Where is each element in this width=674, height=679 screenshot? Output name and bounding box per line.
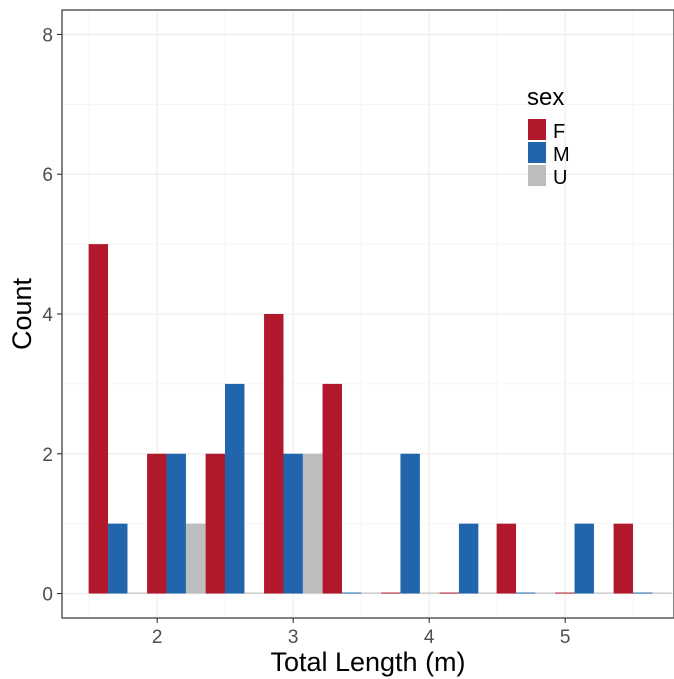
- bar-m: [166, 453, 186, 594]
- bar-f: [205, 453, 226, 594]
- bar-u: [478, 592, 498, 594]
- legend-label-u: U: [553, 167, 567, 189]
- bar-f: [264, 314, 284, 594]
- bars: [88, 244, 672, 594]
- axis-tick-labels: 0 2 4 6 8 2 3 4 5: [42, 25, 570, 648]
- y-tick-label: 8: [42, 25, 53, 46]
- axis-ticks: [57, 33, 566, 623]
- bar-f: [147, 453, 167, 594]
- x-tick-label: 4: [424, 627, 435, 648]
- legend-key-f: [528, 119, 546, 140]
- y-tick-label: 6: [42, 165, 53, 186]
- y-tick-label: 0: [42, 585, 53, 606]
- bar-m: [633, 592, 653, 594]
- bar-f: [555, 592, 575, 594]
- bar-u: [127, 592, 147, 594]
- bar-f: [496, 523, 517, 594]
- bar-m: [574, 523, 594, 594]
- legend-key-u: [528, 165, 546, 186]
- bar-m: [283, 453, 303, 594]
- y-tick-label: 2: [42, 445, 53, 466]
- y-tick-label: 4: [42, 305, 53, 326]
- bar-f: [613, 523, 634, 594]
- bar-u: [593, 592, 614, 594]
- legend: sex F M U: [527, 84, 570, 189]
- bar-u: [302, 453, 323, 594]
- y-axis-title: Count: [7, 277, 37, 350]
- x-tick-label: 3: [288, 627, 299, 648]
- bar-m: [458, 523, 479, 594]
- legend-title: sex: [527, 84, 564, 111]
- bar-f: [439, 592, 459, 594]
- bar-u: [652, 592, 672, 594]
- bar-u: [361, 592, 381, 594]
- bar-f: [88, 244, 109, 594]
- bar-m: [516, 592, 536, 594]
- bar-m: [225, 383, 245, 594]
- bar-m: [341, 592, 362, 594]
- bar-u: [185, 523, 206, 594]
- x-tick-label: 5: [560, 627, 571, 648]
- bar-u: [535, 592, 555, 594]
- bar-u: [419, 592, 440, 594]
- bar-u: [244, 592, 264, 594]
- bar-m: [400, 453, 420, 594]
- bar-f: [322, 383, 342, 594]
- x-tick-label: 2: [152, 627, 163, 648]
- bar-m: [108, 523, 128, 594]
- legend-label-m: M: [553, 144, 570, 166]
- legend-label-f: F: [553, 121, 565, 143]
- bar-f: [381, 592, 401, 594]
- legend-key-m: [528, 142, 546, 163]
- x-axis-title: Total Length (m): [270, 647, 465, 677]
